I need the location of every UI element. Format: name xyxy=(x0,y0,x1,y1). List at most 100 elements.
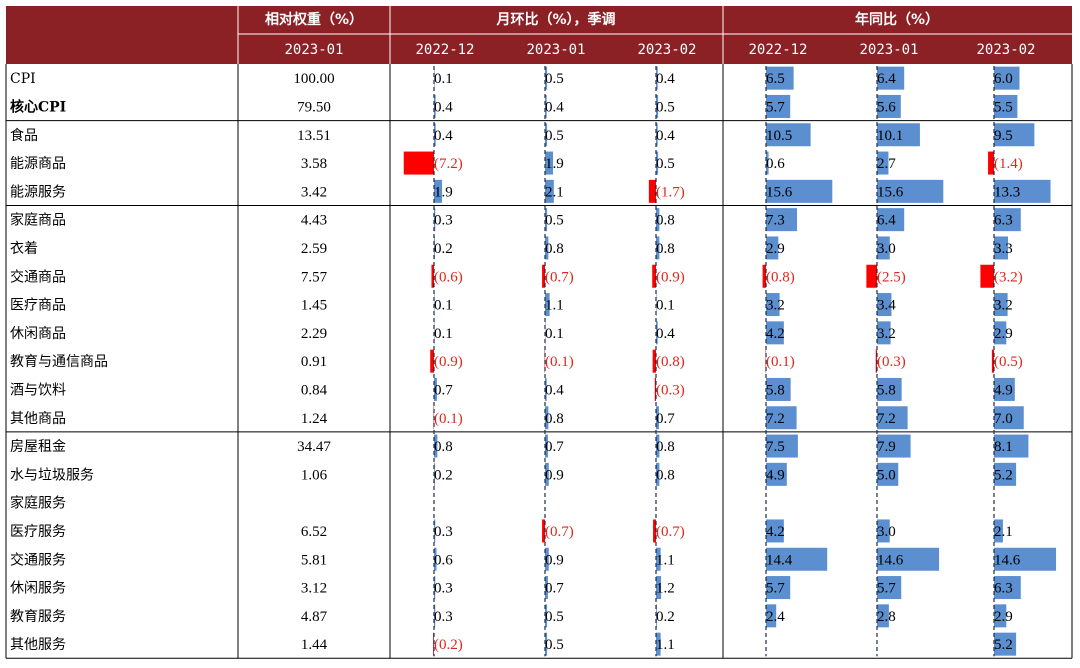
mom-period-header: 2023-02 xyxy=(637,42,696,58)
yoy-value-label: 9.5 xyxy=(994,128,1013,144)
yoy-value-label: 6.4 xyxy=(877,213,896,229)
yoy-value-label: 2.9 xyxy=(766,241,785,257)
yoy-value-label: 14.6 xyxy=(877,552,904,568)
row-label: 其他服务 xyxy=(10,637,66,653)
mom-value-label: 0.5 xyxy=(545,213,564,229)
weight-value: 79.50 xyxy=(297,99,331,115)
mom-bar xyxy=(545,462,549,486)
yoy-value-label: 6.4 xyxy=(877,71,896,87)
yoy-value-label: 6.3 xyxy=(994,581,1013,597)
mom-bar xyxy=(434,519,436,543)
yoy-value-label: 3.0 xyxy=(877,241,896,257)
mom-bar xyxy=(656,66,658,90)
yoy-bar xyxy=(766,576,791,600)
yoy-bar xyxy=(877,94,901,118)
yoy-bar xyxy=(991,349,994,373)
yoy-bar xyxy=(877,604,889,628)
mom-value-label: 0.3 xyxy=(434,609,453,625)
yoy-period-header: 2023-02 xyxy=(976,42,1035,58)
yoy-group-header: 年同比（%） xyxy=(855,11,939,28)
yoy-value-label: 4.2 xyxy=(766,524,785,540)
mom-value-label: 0.4 xyxy=(434,128,453,144)
row-label: 能源商品 xyxy=(10,156,66,172)
row-label: CPI xyxy=(10,71,36,87)
yoy-value-label: 2.9 xyxy=(994,609,1013,625)
yoy-value-label: 5.8 xyxy=(877,382,896,398)
mom-bar xyxy=(656,462,660,486)
mom-value-label: (0.6) xyxy=(434,269,463,285)
yoy-value-label: 3.3 xyxy=(994,241,1013,257)
yoy-bar xyxy=(877,66,905,90)
mom-bar xyxy=(545,576,548,600)
yoy-bar xyxy=(994,94,1018,118)
mom-bar xyxy=(545,236,549,260)
mom-bar xyxy=(434,434,438,458)
yoy-bar xyxy=(877,321,891,345)
row-label: 房屋租金 xyxy=(10,439,66,455)
mom-bar xyxy=(656,236,660,260)
mom-value-label: 0.4 xyxy=(545,99,564,115)
mom-value-label: 0.5 xyxy=(656,99,675,115)
row-label: 其他商品 xyxy=(10,411,66,427)
mom-value-label: 1.9 xyxy=(434,184,453,200)
mom-bar xyxy=(434,208,436,232)
yoy-value-label: (0.8) xyxy=(766,269,795,285)
mom-value-label: 0.4 xyxy=(545,382,564,398)
mom-bar xyxy=(545,604,548,628)
table-body: CPI 100.00 0.1 0.5 0.4 6.5 6.4 6.0 核心CPI 79.50 0.4… xyxy=(10,66,1057,657)
yoy-value-label: 3.4 xyxy=(877,298,896,314)
yoy-value-label: 2.4 xyxy=(766,609,785,625)
yoy-value-label: (0.1) xyxy=(766,354,795,370)
yoy-value-label: 7.0 xyxy=(994,411,1013,427)
mom-value-label: (0.8) xyxy=(656,354,685,370)
yoy-bar xyxy=(994,66,1020,90)
yoy-value-label: 5.5 xyxy=(994,99,1013,115)
yoy-bar xyxy=(877,434,911,458)
mom-value-label: 0.5 xyxy=(656,156,675,172)
yoy-value-label: 4.9 xyxy=(994,382,1013,398)
mom-value-label: (0.9) xyxy=(434,354,463,370)
mom-value-label: 0.2 xyxy=(656,609,675,625)
weight-value: 100.00 xyxy=(293,71,334,87)
mom-value-label: 1.9 xyxy=(545,156,564,172)
row-label: 医疗服务 xyxy=(10,524,66,540)
weight-value: 1.44 xyxy=(301,637,328,653)
mom-bar xyxy=(545,293,550,317)
yoy-value-label: 3.2 xyxy=(877,326,896,342)
mom-value-label: 0.5 xyxy=(545,609,564,625)
yoy-value-label: 7.3 xyxy=(766,213,785,229)
yoy-bar xyxy=(994,434,1029,458)
yoy-bar xyxy=(766,293,780,317)
mom-value-label: 1.1 xyxy=(545,298,564,314)
mom-bar xyxy=(545,94,547,118)
yoy-bar xyxy=(766,604,777,628)
mom-bar xyxy=(542,264,545,288)
yoy-bar xyxy=(994,519,1003,543)
yoy-value-label: 15.6 xyxy=(877,184,904,200)
yoy-value-label: (3.2) xyxy=(994,269,1023,285)
yoy-bar xyxy=(877,151,889,175)
mom-value-label: 0.8 xyxy=(656,213,675,229)
mom-value-label: (0.7) xyxy=(656,524,685,540)
mom-value-label: (1.7) xyxy=(656,184,685,200)
yoy-value-label: 4.9 xyxy=(766,467,785,483)
mom-bar xyxy=(434,377,437,401)
yoy-bar xyxy=(994,293,1008,317)
yoy-bar xyxy=(980,264,994,288)
mom-bar xyxy=(545,151,553,175)
yoy-bar xyxy=(875,349,877,373)
yoy-bar xyxy=(766,406,797,430)
yoy-value-label: 8.1 xyxy=(994,439,1013,455)
table-grid xyxy=(5,64,1073,659)
mom-value-label: (0.7) xyxy=(545,269,574,285)
yoy-bar xyxy=(762,264,766,288)
mom-value-label: 0.8 xyxy=(545,411,564,427)
yoy-value-label: 5.7 xyxy=(877,581,896,597)
mom-bar xyxy=(434,94,436,118)
mom-value-label: 1.1 xyxy=(656,552,675,568)
yoy-bar xyxy=(877,576,902,600)
mom-value-label: 0.5 xyxy=(545,71,564,87)
row-label: 食品 xyxy=(10,127,38,144)
mom-bar xyxy=(545,632,548,656)
yoy-value-label: 10.5 xyxy=(766,128,792,144)
